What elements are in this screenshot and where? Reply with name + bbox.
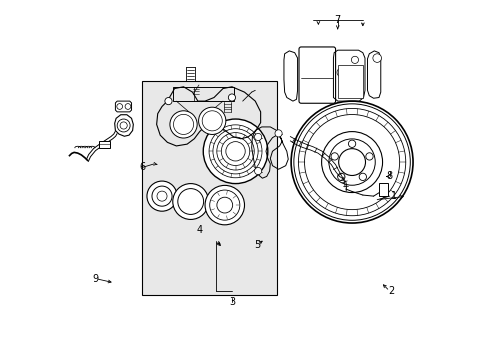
Circle shape — [293, 104, 409, 220]
Bar — [338, 65, 362, 98]
Circle shape — [209, 125, 262, 178]
Circle shape — [209, 190, 239, 220]
Circle shape — [157, 191, 167, 201]
Circle shape — [203, 119, 267, 184]
Circle shape — [348, 140, 355, 148]
Text: 5: 5 — [253, 239, 260, 249]
Circle shape — [338, 149, 365, 175]
Circle shape — [351, 85, 358, 92]
Circle shape — [359, 173, 366, 180]
Circle shape — [120, 122, 127, 129]
Text: 6: 6 — [139, 162, 145, 172]
Circle shape — [117, 104, 122, 109]
Circle shape — [173, 114, 193, 134]
Circle shape — [337, 173, 345, 180]
Bar — [379, 183, 387, 196]
Bar — [142, 81, 276, 295]
Text: 4: 4 — [196, 225, 203, 235]
Circle shape — [178, 189, 203, 215]
Circle shape — [117, 119, 130, 132]
Circle shape — [216, 132, 254, 170]
Circle shape — [351, 56, 358, 63]
Circle shape — [202, 111, 222, 131]
Circle shape — [365, 153, 372, 160]
Circle shape — [225, 141, 244, 161]
Circle shape — [304, 114, 399, 210]
Text: 1: 1 — [390, 191, 397, 201]
Circle shape — [298, 108, 405, 216]
Text: 2: 2 — [387, 286, 394, 296]
Circle shape — [198, 107, 225, 134]
Circle shape — [217, 197, 232, 213]
Circle shape — [212, 129, 258, 174]
Circle shape — [330, 153, 338, 160]
Circle shape — [372, 54, 381, 62]
Circle shape — [228, 94, 235, 101]
Circle shape — [221, 137, 249, 166]
Text: 9: 9 — [92, 274, 99, 284]
Circle shape — [164, 98, 172, 105]
Circle shape — [328, 139, 374, 185]
Circle shape — [125, 104, 131, 109]
Circle shape — [321, 132, 382, 193]
Text: 8: 8 — [386, 171, 392, 181]
Circle shape — [169, 111, 197, 138]
Text: 3: 3 — [228, 297, 235, 307]
Circle shape — [290, 101, 412, 223]
Circle shape — [336, 68, 345, 77]
Text: 7: 7 — [334, 15, 340, 26]
FancyBboxPatch shape — [298, 47, 335, 103]
Circle shape — [152, 186, 172, 206]
Circle shape — [172, 184, 208, 220]
Circle shape — [147, 181, 177, 211]
Bar — [99, 141, 110, 148]
Circle shape — [204, 185, 244, 225]
Circle shape — [254, 167, 261, 175]
Circle shape — [254, 134, 261, 140]
Circle shape — [274, 130, 282, 137]
